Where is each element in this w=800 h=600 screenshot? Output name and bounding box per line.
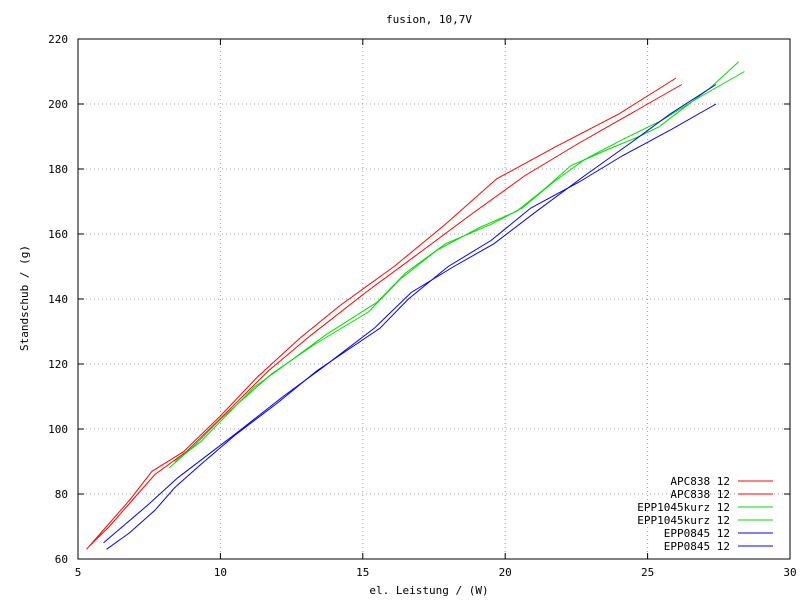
legend-label: APC838 12	[670, 475, 730, 488]
legend-label: EPP1045kurz 12	[637, 501, 730, 514]
y-tick-label: 80	[55, 488, 68, 501]
y-tick-label: 160	[48, 228, 68, 241]
legend-label: EPP0845 12	[664, 540, 730, 553]
legend-label: EPP0845 12	[664, 527, 730, 540]
series-line-6	[106, 103, 717, 550]
y-tick-label: 220	[48, 33, 68, 46]
series-layer	[86, 61, 745, 550]
series-line-5	[103, 84, 717, 544]
y-tick-label: 100	[48, 423, 68, 436]
x-tick-label: 30	[783, 566, 796, 579]
y-tick-label: 140	[48, 293, 68, 306]
series-line-4	[174, 71, 745, 462]
x-tick-label: 15	[356, 566, 369, 579]
x-tick-label: 25	[641, 566, 654, 579]
series-line-1	[86, 77, 677, 550]
chart-title: fusion, 10,7V	[386, 13, 472, 26]
tick-layer: 5 10 15 20 25 30 60 80 100 120 140 160 180 200 220	[48, 33, 797, 579]
series-line-3	[168, 61, 740, 469]
x-tick-label: 10	[214, 566, 227, 579]
x-tick-label: 20	[499, 566, 512, 579]
legend-label: EPP1045kurz 12	[637, 514, 730, 527]
legend-label: APC838 12	[670, 488, 730, 501]
y-tick-label: 60	[55, 553, 68, 566]
y-tick-label: 200	[48, 98, 68, 111]
x-axis-label: el. Leistung / (W)	[369, 584, 488, 597]
y-axis-label: Standschub / (g)	[18, 245, 31, 351]
y-tick-label: 120	[48, 358, 68, 371]
series-line-2	[89, 84, 683, 547]
y-tick-label: 180	[48, 163, 68, 176]
x-tick-label: 5	[75, 566, 82, 579]
